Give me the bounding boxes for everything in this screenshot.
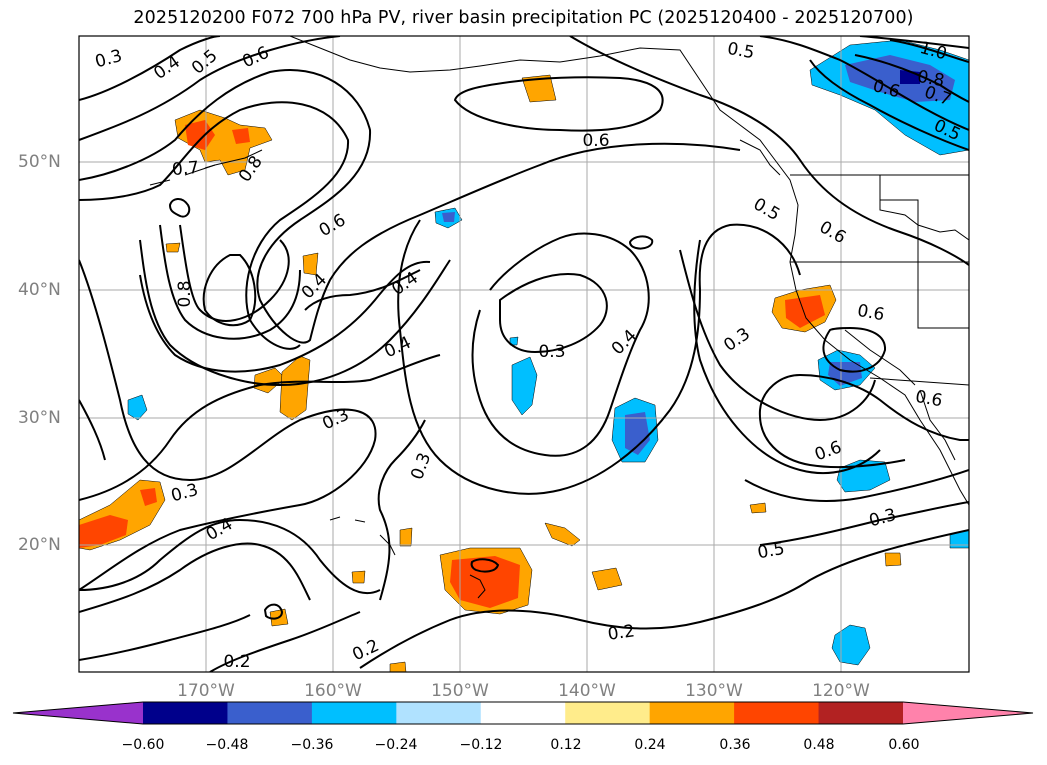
contour-label: 0.6 <box>582 131 609 151</box>
contour-label: 0.7 <box>171 158 200 180</box>
contour-label: 0.5 <box>756 539 786 563</box>
colorbar-tick: 0.12 <box>550 737 582 753</box>
colorbar-tick: −0.12 <box>459 737 503 753</box>
map-frame <box>78 35 970 673</box>
lon-label: 130°W <box>685 681 743 701</box>
colorbar <box>12 701 1034 725</box>
colorbar-tick: 0.60 <box>888 737 920 753</box>
colorbar-segment <box>227 702 313 724</box>
lon-label: 160°W <box>304 681 362 701</box>
map-panel: 0.3 0.4 0.5 0.6 0.7 0.8 0.6 0.4 1.0 0.6 … <box>78 35 970 673</box>
colorbar-tick: 0.48 <box>803 737 835 753</box>
colorbar-segment <box>818 702 904 724</box>
coastlines <box>149 36 969 599</box>
colorbar-extend-low <box>13 702 143 724</box>
colorbar-segment <box>396 702 482 724</box>
contour-label: 0.6 <box>856 301 886 325</box>
colorbar-tick: −0.36 <box>290 737 334 753</box>
precip-shading <box>79 39 969 672</box>
lat-label: 20°N <box>18 535 61 555</box>
colorbar-segment <box>143 702 228 724</box>
colorbar-segment <box>734 702 820 724</box>
colorbar-segment <box>565 702 651 724</box>
map-title: 2025120200 F072 700 hPa PV, river basin … <box>133 8 914 28</box>
contour-label: 0.2 <box>607 621 637 645</box>
contour-label: 0.3 <box>538 342 565 362</box>
lat-label: 40°N <box>18 280 61 300</box>
colorbar-tick: 0.36 <box>719 737 751 753</box>
lon-label: 120°W <box>812 681 870 701</box>
contour-label: 0.8 <box>916 67 946 91</box>
colorbar-tick: −0.60 <box>121 737 165 753</box>
lon-label: 170°W <box>177 681 235 701</box>
colorbar-extend-high <box>903 702 1033 724</box>
contour-label: 0.6 <box>914 387 944 411</box>
colorbar-tick: 0.24 <box>634 737 666 753</box>
pv-contours <box>79 36 969 672</box>
colorbar-tick: −0.24 <box>374 737 418 753</box>
lat-label: 30°N <box>18 408 61 428</box>
colorbar-tick: −0.48 <box>205 737 249 753</box>
contour-label: 0.2 <box>223 652 250 672</box>
lon-label: 140°W <box>558 681 616 701</box>
lon-label: 150°W <box>431 681 489 701</box>
colorbar-segment <box>311 702 397 724</box>
colorbar-segment <box>480 702 566 724</box>
contour-label: 0.8 <box>175 280 195 307</box>
contour-label: 0.5 <box>726 39 756 63</box>
colorbar-segment <box>649 702 735 724</box>
lat-label: 50°N <box>18 152 61 172</box>
